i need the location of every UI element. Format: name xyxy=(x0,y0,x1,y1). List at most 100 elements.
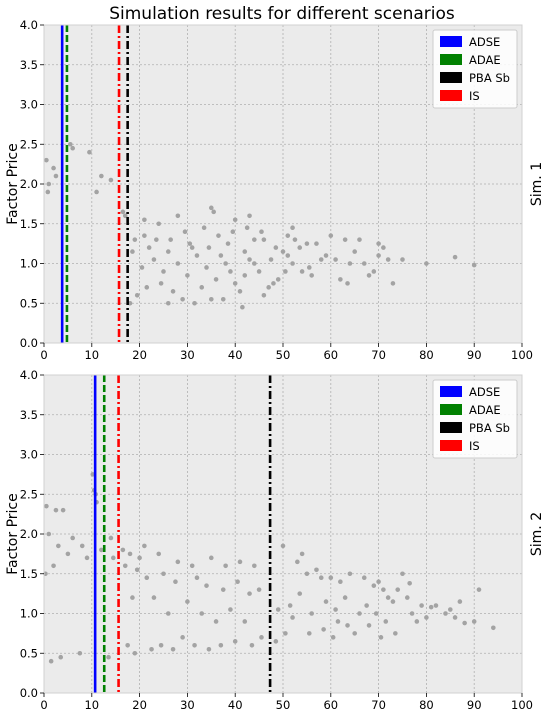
y-tick-label: 4.0 xyxy=(20,18,38,32)
scatter-point xyxy=(237,559,243,565)
scatter-point xyxy=(491,625,496,631)
legend-label: PBA Sb xyxy=(469,421,510,435)
scatter-point xyxy=(180,635,185,640)
scatter-point xyxy=(304,241,310,246)
scatter-point xyxy=(175,213,181,219)
x-tick-label: 50 xyxy=(276,348,291,362)
scatter-point xyxy=(345,623,350,628)
y-tick-label: 0.5 xyxy=(20,646,38,660)
legend-swatch xyxy=(440,54,462,65)
scatter-point xyxy=(252,261,257,266)
x-tick-label: 50 xyxy=(276,698,291,712)
scatter-point xyxy=(206,245,212,250)
scatter-point xyxy=(247,257,252,262)
scatter-point xyxy=(371,269,377,274)
scatter-point xyxy=(242,619,248,624)
scatter-point xyxy=(206,646,212,652)
scatter-point xyxy=(357,611,362,616)
x-tick-label: 40 xyxy=(228,698,243,712)
scatter-point xyxy=(304,571,310,577)
chart-panel-sim-2: 0 10 20 30 40 50 60 70 80 90 100 0.0 0.5 1.0 1.5 2.0 2.5… xyxy=(5,368,545,712)
scatter-point xyxy=(414,619,420,624)
scatter-point xyxy=(187,241,193,246)
scatter-point xyxy=(79,543,85,549)
scatter-point xyxy=(306,265,312,270)
scatter-point xyxy=(56,543,61,549)
scatter-point xyxy=(192,300,197,306)
scatter-point xyxy=(259,635,264,640)
scatter-point xyxy=(309,273,314,278)
scatter-point xyxy=(290,225,295,231)
scatter-point xyxy=(247,213,252,219)
x-tick-label: 40 xyxy=(228,348,243,362)
scatter-point xyxy=(378,635,384,640)
x-tick-label: 90 xyxy=(467,698,482,712)
scatter-point xyxy=(228,269,233,274)
scatter-point xyxy=(395,587,401,592)
legend-label: ADAE xyxy=(469,403,501,417)
scatter-point xyxy=(328,233,334,238)
scatter-point xyxy=(318,257,324,262)
scatter-point xyxy=(122,563,128,569)
scatter-point xyxy=(127,551,133,557)
scatter-point xyxy=(144,285,150,290)
scatter-point xyxy=(249,643,255,648)
scatter-point xyxy=(292,237,298,242)
x-tick-label: 70 xyxy=(371,698,386,712)
scatter-point xyxy=(111,555,116,561)
scatter-point xyxy=(366,623,372,628)
scatter-point xyxy=(189,245,195,250)
legend-swatch xyxy=(440,90,462,101)
scatter-point xyxy=(161,571,166,577)
scatter-point xyxy=(247,591,252,596)
scatter-point xyxy=(125,643,130,648)
scatter-point xyxy=(199,285,205,290)
x-tick-label: 10 xyxy=(84,348,99,362)
scatter-point xyxy=(290,261,295,266)
scatter-point xyxy=(347,261,353,266)
scatter-point xyxy=(58,654,64,660)
scatter-point xyxy=(175,559,181,565)
scatter-point xyxy=(361,261,367,266)
x-tick-label: 10 xyxy=(84,698,99,712)
scatter-point xyxy=(65,551,71,557)
scatter-point xyxy=(364,603,369,608)
scatter-point xyxy=(261,293,267,298)
scatter-point xyxy=(151,595,157,600)
scatter-point xyxy=(299,551,305,557)
scatter-point xyxy=(235,579,240,584)
x-tick-label: 80 xyxy=(419,698,434,712)
scatter-point xyxy=(44,157,49,163)
scatter-point xyxy=(287,603,293,608)
scatter-point xyxy=(275,277,281,282)
scatter-point xyxy=(51,563,56,569)
scatter-point xyxy=(158,281,164,286)
scatter-point xyxy=(225,241,231,246)
scatter-point xyxy=(462,620,467,626)
x-tick-label: 60 xyxy=(323,698,338,712)
scatter-point xyxy=(314,567,319,573)
scatter-point xyxy=(120,209,126,215)
scatter-point xyxy=(321,627,326,632)
y-tick-label: 2.5 xyxy=(20,137,38,151)
x-tick-label: 0 xyxy=(40,698,47,712)
x-tick-label: 60 xyxy=(323,348,338,362)
y-tick-label: 1.5 xyxy=(20,567,38,581)
scatter-point xyxy=(132,237,138,242)
scatter-point xyxy=(77,650,83,656)
scatter-point xyxy=(376,579,381,584)
scatter-point xyxy=(335,619,341,624)
scatter-point xyxy=(285,233,291,238)
scatter-point xyxy=(232,639,238,644)
scatter-point xyxy=(297,245,303,250)
scatter-point xyxy=(390,281,396,286)
legend-box xyxy=(432,29,518,109)
legend: ADSE ADAE PBA Sb IS xyxy=(432,29,518,109)
scatter-point xyxy=(53,507,59,513)
x-tick-label: 20 xyxy=(132,348,147,362)
legend-swatch xyxy=(440,72,462,83)
x-tick-label: 90 xyxy=(467,348,482,362)
scatter-point xyxy=(347,571,353,577)
x-tick-label: 100 xyxy=(511,348,533,362)
